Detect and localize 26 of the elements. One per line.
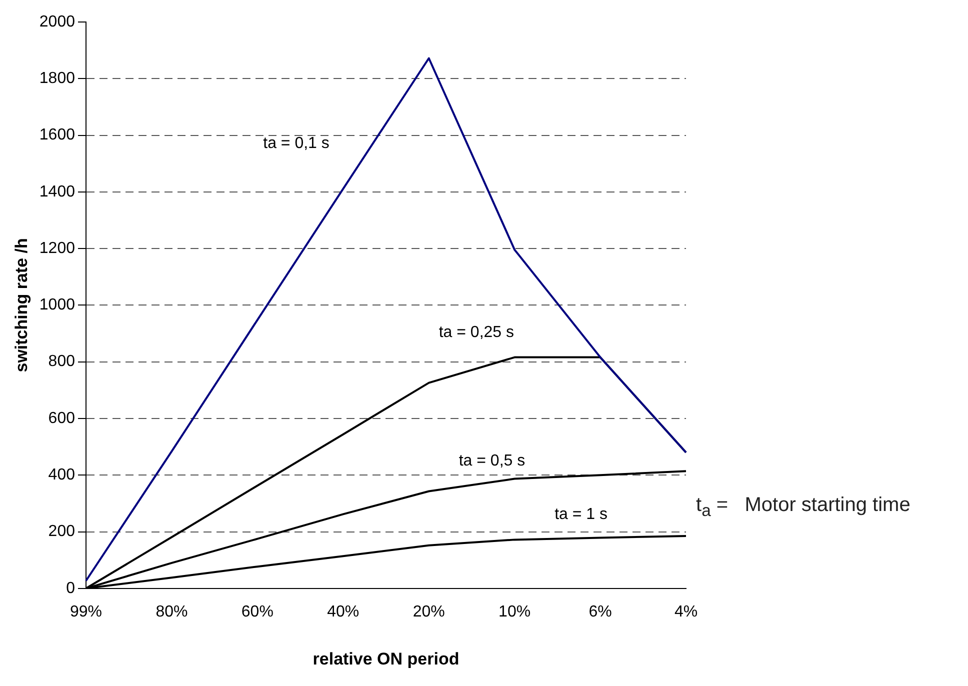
x-tick-label: 40% [327,603,360,620]
x-tick-label: 6% [588,603,612,620]
y-tick-label: 200 [48,523,76,540]
y-tick-label: 800 [48,353,76,370]
series-label: ta = 1 s [554,506,608,524]
x-tick-label: 60% [241,603,274,620]
series-label: ta = 0,25 s [438,324,514,342]
series-label: ta = 0,1 s [263,135,330,152]
x-tick-label: 80% [156,603,188,620]
y-tick-label: 1600 [39,126,76,144]
y-tick-label: 0 [66,580,76,597]
y-tick-label: 1800 [39,70,76,88]
series-label: ta = 0,5 s [458,452,526,470]
y-tick-label: 1400 [39,183,76,200]
y-tick-label: 1200 [39,240,76,257]
text: t$_{a}$ = Motor starting time [696,494,910,521]
x-tick-label: 99% [70,603,102,620]
y-tick-label: 600 [48,410,76,427]
x-tick-label: 4% [674,603,698,620]
x-axis-title: relative ON period [312,649,460,668]
y-tick-label: 1000 [39,296,76,314]
y-axis-title: switching rate /h [12,238,31,372]
x-tick-label: 10% [498,603,531,620]
y-tick-label: 400 [48,466,76,484]
x-tick-label: 20% [412,603,445,620]
y-tick-label: 2000 [39,13,76,30]
